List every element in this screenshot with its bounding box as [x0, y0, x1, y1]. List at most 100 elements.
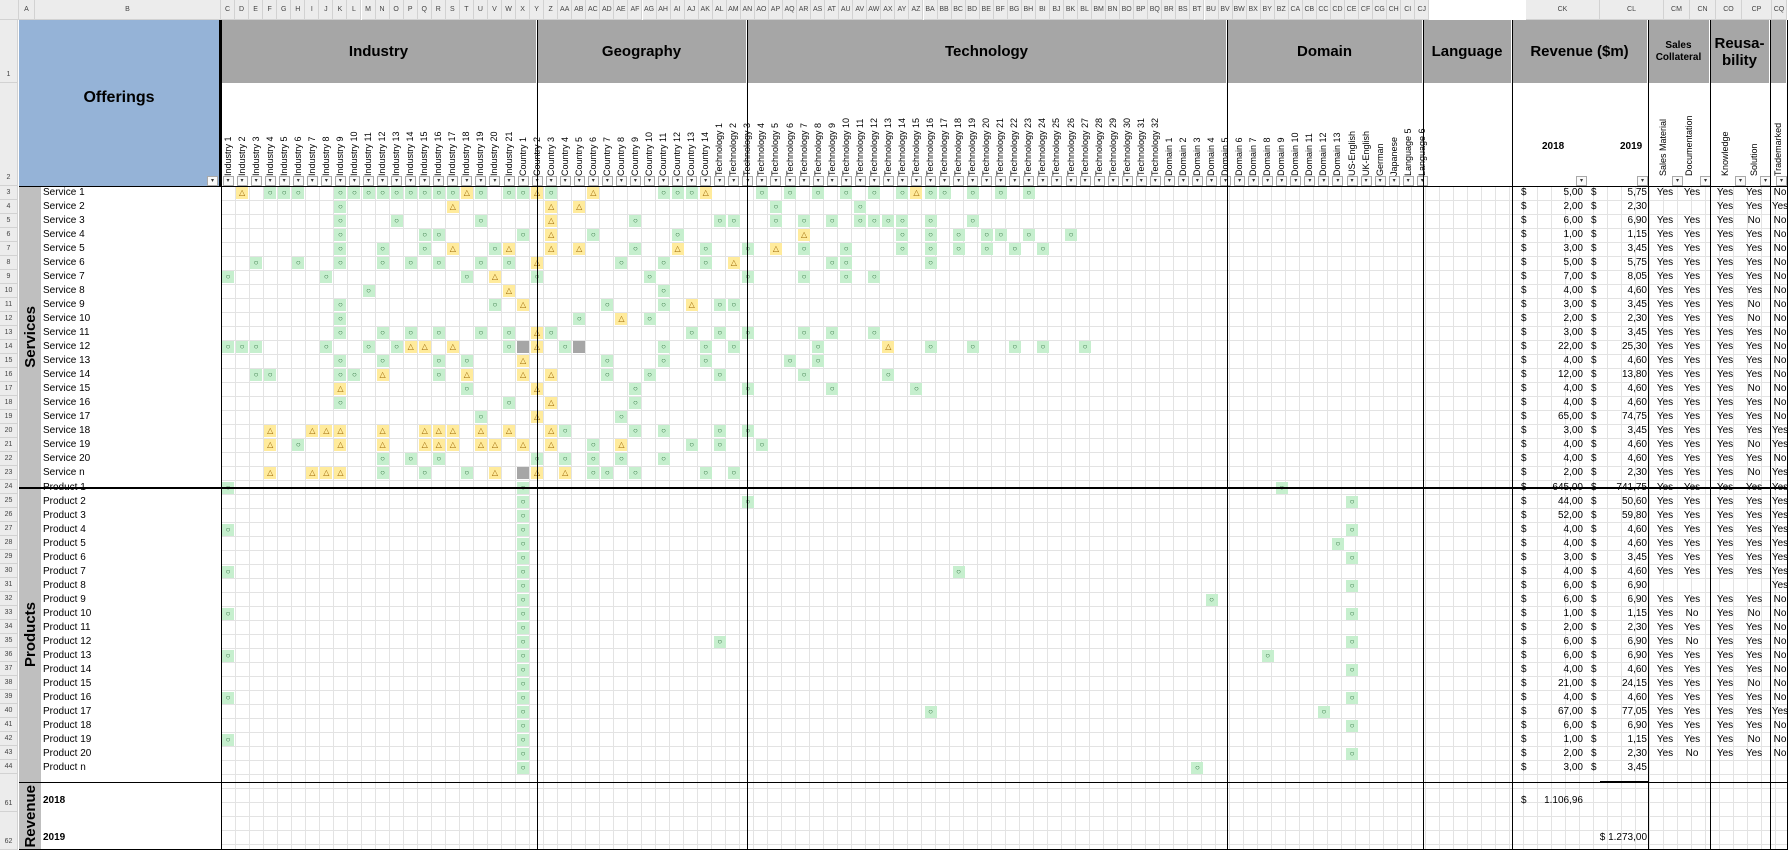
filter-button[interactable]: ▾: [1416, 176, 1428, 186]
col-letter[interactable]: BM: [1092, 0, 1107, 20]
filter-button[interactable]: ▾: [1065, 176, 1077, 186]
row-number[interactable]: 37: [0, 662, 18, 676]
col-letter[interactable]: B: [35, 0, 221, 20]
filter-button[interactable]: ▾: [1360, 176, 1372, 186]
col-letter[interactable]: CP: [1742, 0, 1772, 20]
row-number[interactable]: 30: [0, 564, 18, 578]
col-letter[interactable]: AV: [853, 0, 868, 20]
filter-button[interactable]: ▾: [1234, 176, 1246, 186]
col-letter[interactable]: BX: [1246, 0, 1261, 20]
row-number[interactable]: 5: [0, 214, 18, 228]
col-letter[interactable]: H: [291, 0, 306, 20]
filter-button[interactable]: ▾: [250, 176, 262, 186]
filter-button[interactable]: ▾: [658, 176, 670, 186]
col-letter[interactable]: BB: [937, 0, 952, 20]
row-number[interactable]: 33: [0, 606, 18, 620]
filter-button[interactable]: ▾: [334, 176, 346, 186]
filter-button[interactable]: ▾: [601, 176, 613, 186]
col-letter[interactable]: K: [333, 0, 348, 20]
filter-button[interactable]: ▾: [672, 176, 684, 186]
corner-cell[interactable]: [0, 0, 19, 20]
col-letter[interactable]: CA: [1288, 0, 1303, 20]
col-letter[interactable]: BG: [1007, 0, 1022, 20]
col-letter[interactable]: AG: [642, 0, 657, 20]
col-letter[interactable]: BV: [1218, 0, 1233, 20]
row-number[interactable]: 29: [0, 550, 18, 564]
filter-button[interactable]: ▾: [686, 176, 698, 186]
row-number[interactable]: 28: [0, 536, 18, 550]
row-number[interactable]: 11: [0, 298, 18, 312]
row-number[interactable]: 4: [0, 200, 18, 214]
row-number[interactable]: 23: [0, 466, 18, 480]
col-letter[interactable]: I: [305, 0, 320, 20]
filter-button[interactable]: ▾: [1121, 176, 1133, 186]
col-letter[interactable]: BD: [965, 0, 980, 20]
col-letter[interactable]: J: [319, 0, 334, 20]
filter-button[interactable]: ▾: [854, 176, 866, 186]
col-letter[interactable]: CD: [1330, 0, 1345, 20]
filter-button[interactable]: ▾: [320, 176, 332, 186]
row-number[interactable]: 6: [0, 228, 18, 242]
filter-button[interactable]: ▾: [629, 176, 641, 186]
row-number[interactable]: 7: [0, 242, 18, 256]
row-number[interactable]: 40: [0, 704, 18, 718]
col-letter[interactable]: AU: [839, 0, 854, 20]
row-number[interactable]: 19: [0, 410, 18, 424]
row-number[interactable]: 24: [0, 480, 18, 494]
filter-button[interactable]: ▾: [278, 176, 290, 186]
row-number[interactable]: 34: [0, 620, 18, 634]
filter-button[interactable]: ▾: [433, 176, 445, 186]
filter-button[interactable]: ▾: [1262, 176, 1274, 186]
col-letter[interactable]: W: [502, 0, 517, 20]
filter-button[interactable]: ▾: [700, 176, 712, 186]
row-number[interactable]: 43: [0, 746, 18, 760]
filter-button[interactable]: ▾: [1051, 176, 1063, 186]
offerings-filter-button[interactable]: ▾: [207, 176, 218, 186]
filter-button[interactable]: ▾: [1318, 176, 1330, 186]
col-letter[interactable]: AH: [656, 0, 671, 20]
filter-button[interactable]: ▾: [967, 176, 979, 186]
filter-button[interactable]: ▾: [461, 176, 473, 186]
col-letter[interactable]: CO: [1716, 0, 1742, 20]
col-letter[interactable]: Y: [530, 0, 545, 20]
col-letter[interactable]: AE: [614, 0, 629, 20]
filter-button[interactable]: ▾: [615, 176, 627, 186]
filter-button[interactable]: ▾: [559, 176, 571, 186]
filter-button[interactable]: ▾: [377, 176, 389, 186]
col-letter[interactable]: AW: [867, 0, 882, 20]
filter-button[interactable]: ▾: [1093, 176, 1105, 186]
col-letter[interactable]: BS: [1176, 0, 1191, 20]
col-letter[interactable]: BR: [1162, 0, 1177, 20]
col-letter[interactable]: AK: [698, 0, 713, 20]
col-letter[interactable]: L: [347, 0, 362, 20]
filter-button[interactable]: ▾: [756, 176, 768, 186]
col-letter[interactable]: AC: [586, 0, 601, 20]
filter-button[interactable]: ▾: [1023, 176, 1035, 186]
filter-button[interactable]: ▾: [573, 176, 585, 186]
filter-button[interactable]: ▾: [419, 176, 431, 186]
row-number[interactable]: 16: [0, 368, 18, 382]
col-letter[interactable]: AR: [797, 0, 812, 20]
col-letter[interactable]: CI: [1401, 0, 1416, 20]
row-number[interactable]: 39: [0, 690, 18, 704]
filter-button[interactable]: ▾: [391, 176, 403, 186]
filter-button[interactable]: ▾: [447, 176, 459, 186]
col-letter[interactable]: CJ: [1415, 0, 1430, 20]
col-letter[interactable]: BT: [1190, 0, 1205, 20]
col-letter[interactable]: BL: [1078, 0, 1093, 20]
col-letter[interactable]: X: [516, 0, 531, 20]
col-letter[interactable]: AM: [726, 0, 741, 20]
col-letter[interactable]: CH: [1387, 0, 1402, 20]
filter-button[interactable]: ▾: [728, 176, 740, 186]
filter-button[interactable]: ▾: [925, 176, 936, 186]
col-letter[interactable]: R: [431, 0, 446, 20]
col-letter[interactable]: AZ: [909, 0, 924, 20]
filter-button[interactable]: ▾: [1276, 176, 1288, 186]
filter-button[interactable]: ▾: [995, 176, 1007, 186]
col-letter[interactable]: BK: [1064, 0, 1079, 20]
filter-button[interactable]: ▾: [1776, 176, 1787, 186]
row-number[interactable]: 12: [0, 312, 18, 326]
col-letter[interactable]: G: [277, 0, 292, 20]
col-letter[interactable]: BN: [1106, 0, 1121, 20]
filter-button[interactable]: ▾: [1009, 176, 1021, 186]
